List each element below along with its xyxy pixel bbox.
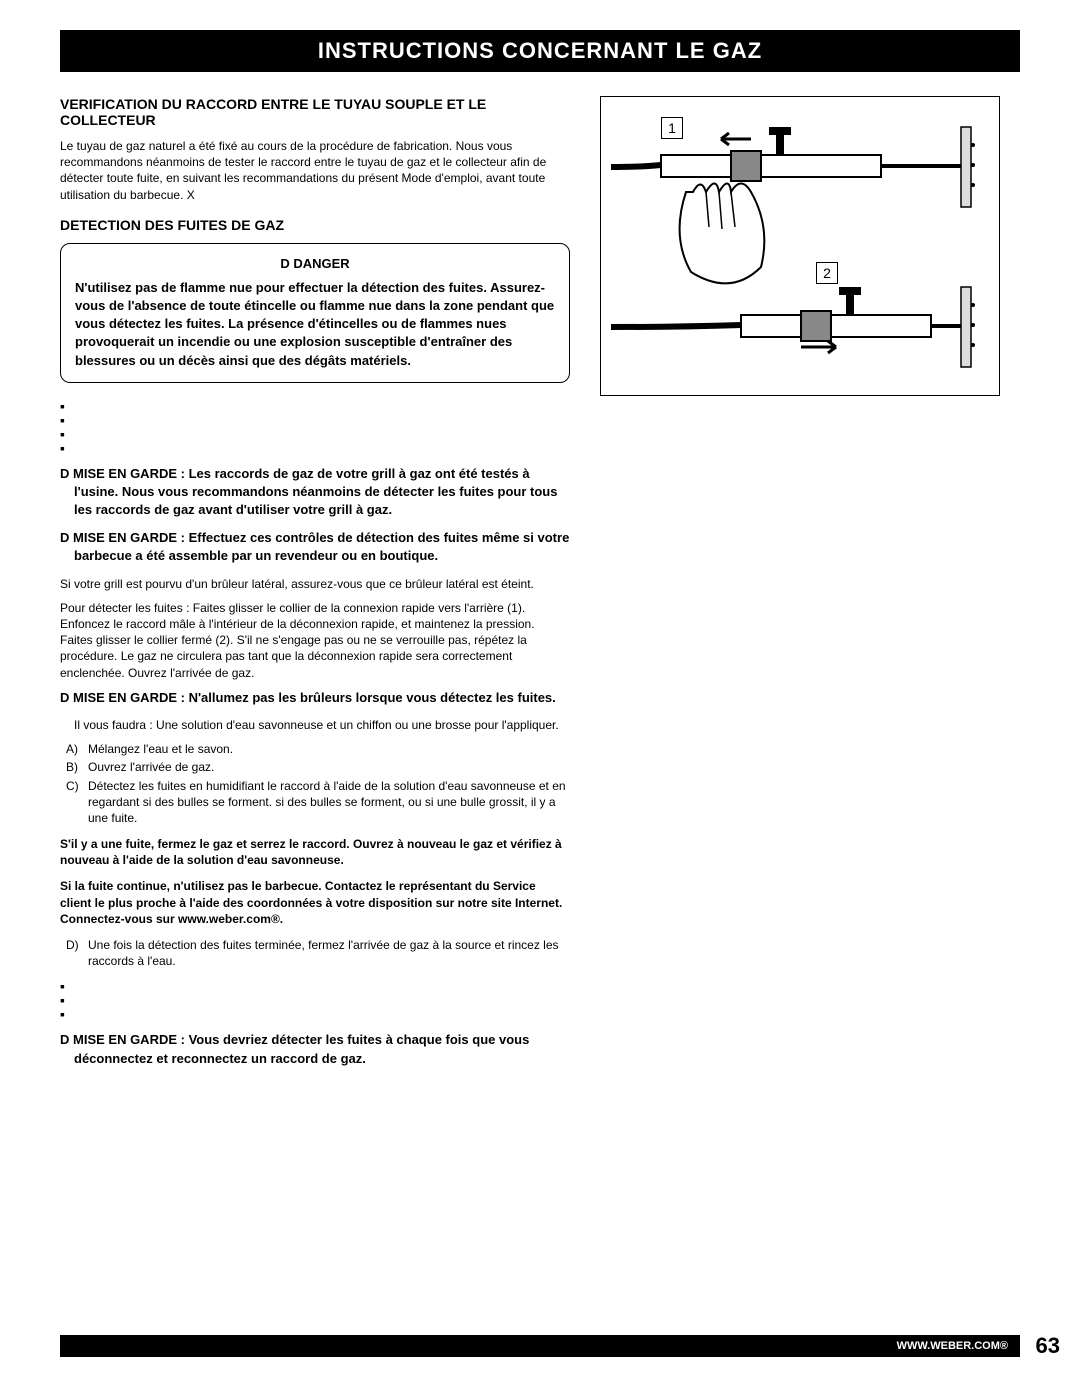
step-c: C)Détectez les fuites en humidifiant le … — [88, 778, 570, 827]
para-verification: Le tuyau de gaz naturel a été fixé au co… — [60, 138, 570, 203]
manual-page: INSTRUCTIONS CONCERNANT LE GAZ VERIFICAT… — [0, 0, 1080, 1397]
step-b: B)Ouvrez l'arrivée de gaz. — [88, 759, 570, 775]
right-column: 1 2 — [600, 96, 1000, 1078]
diagram-svg — [601, 97, 1001, 397]
para-lateral-burner: Si votre grill est pourvu d'un brûleur l… — [60, 576, 570, 592]
mise-en-garde-4: D MISE EN GARDE : Vous devriez détecter … — [60, 1031, 570, 1067]
gas-connection-diagram: 1 2 — [600, 96, 1000, 396]
left-column: VERIFICATION DU RACCORD ENTRE LE TUYAU S… — [60, 96, 570, 1078]
bullet-icon: ▪ — [60, 441, 570, 455]
mise-en-garde-2: D MISE EN GARDE : Effectuez ces contrôle… — [60, 529, 570, 565]
step-d: D)Une fois la détection des fuites termi… — [88, 937, 570, 969]
footer-url: WWW.WEBER.COM® — [897, 1340, 1008, 1352]
step-a: A)Mélangez l'eau et le savon. — [88, 741, 570, 757]
footer-bar: WWW.WEBER.COM® — [60, 1335, 1020, 1357]
steps-list-abc: A)Mélangez l'eau et le savon. B)Ouvrez l… — [60, 741, 570, 826]
mise-en-garde-1: D MISE EN GARDE : Les raccords de gaz de… — [60, 465, 570, 520]
mise-en-garde-3: D MISE EN GARDE : N'allumez pas les brûl… — [60, 689, 570, 707]
title-bar: INSTRUCTIONS CONCERNANT LE GAZ — [60, 30, 1020, 72]
bullet-icon: ▪ — [60, 399, 570, 413]
danger-body: N'utilisez pas de flamme nue pour effect… — [75, 279, 555, 370]
icon-stack-1: ▪ ▪ ▪ ▪ — [60, 399, 570, 455]
diagram-callout-2: 2 — [816, 262, 838, 284]
danger-box: D DANGER N'utilisez pas de flamme nue po… — [60, 243, 570, 383]
diagram-callout-1: 1 — [661, 117, 683, 139]
icon-stack-2: ▪ ▪ ▪ — [60, 979, 570, 1021]
two-column-layout: VERIFICATION DU RACCORD ENTRE LE TUYAU S… — [60, 96, 1020, 1078]
steps-list-d: D)Une fois la détection des fuites termi… — [60, 937, 570, 969]
heading-verification: VERIFICATION DU RACCORD ENTRE LE TUYAU S… — [60, 96, 570, 128]
bold-leak-continue: Si la fuite continue, n'utilisez pas le … — [60, 878, 570, 927]
para-detect-leaks: Pour détecter les fuites : Faites glisse… — [60, 600, 570, 681]
danger-title: D DANGER — [75, 256, 555, 271]
heading-detection: DETECTION DES FUITES DE GAZ — [60, 217, 570, 233]
para-you-need: Il vous faudra : Une solution d'eau savo… — [60, 717, 570, 733]
page-number: 63 — [1036, 1333, 1060, 1359]
bullet-icon: ▪ — [60, 993, 570, 1007]
bullet-icon: ▪ — [60, 427, 570, 441]
bullet-icon: ▪ — [60, 979, 570, 993]
bullet-icon: ▪ — [60, 1007, 570, 1021]
bold-leak-close: S'il y a une fuite, fermez le gaz et ser… — [60, 836, 570, 868]
bullet-icon: ▪ — [60, 413, 570, 427]
